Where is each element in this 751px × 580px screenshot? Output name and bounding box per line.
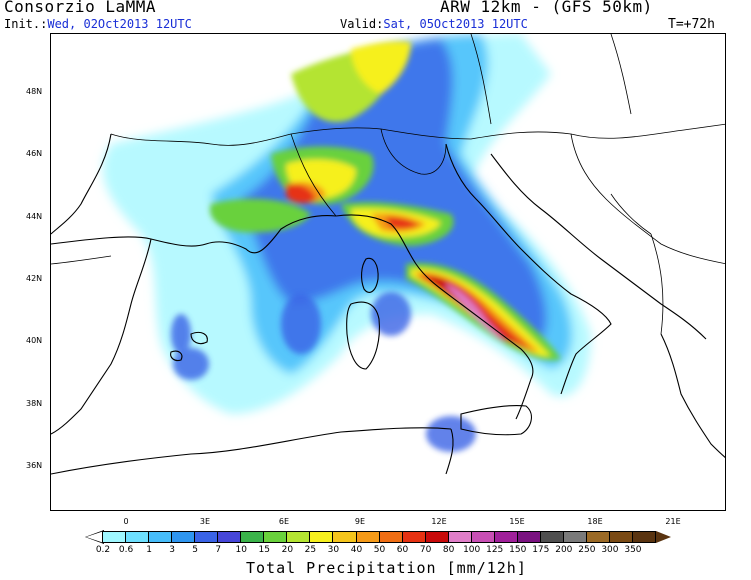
colorbar-swatch [217,531,242,543]
colorbar-tick-label: 125 [486,545,504,555]
colorbar-swatch [194,531,219,543]
colorbar-swatch [378,531,403,543]
colorbar-tick-label: 250 [578,545,596,555]
colorbar-swatch [309,531,334,543]
colorbar-swatch [171,531,196,543]
forecast-timestep: T=+72h [668,17,715,32]
colorbar-swatch [263,531,288,543]
colorbar-tick-label: 30 [327,545,340,555]
colorbar-tick-label: 70 [419,545,432,555]
colorbar-swatch [240,531,265,543]
lat-label: 38N [26,399,43,408]
colorbar-swatch [447,531,472,543]
colorbar-swatch [609,531,634,543]
colorbar-tick-label: 15 [258,545,271,555]
colorbar-tick-label: 25 [304,545,317,555]
colorbar-tick-label: 0.2 [95,545,111,555]
colorbar-swatch [585,531,611,543]
colorbar-tick-label: 7 [215,545,222,555]
colorbar-swatch [125,531,150,543]
colorbar-swatch [470,531,495,543]
lat-label: 48N [26,87,43,96]
colorbar-tick-label: 80 [442,545,455,555]
colorbar-tick-label: 175 [532,545,550,555]
colorbar-swatch [102,531,127,543]
init-value: Wed, 02Oct2013 12UTC [47,17,192,31]
colorbar-tick-label: 60 [396,545,409,555]
colorbar-tick-label: 0.6 [118,545,134,555]
colorbar-max-arrow [656,531,671,543]
colorbar-tick-label: 5 [192,545,199,555]
lon-label: 12E [431,517,447,526]
lat-label: 44N [26,212,43,221]
lat-label: 36N [26,461,43,470]
valid-time: Valid:Sat, 05Oct2013 12UTC [340,17,528,31]
lon-label: 18E [587,517,603,526]
colorbar-tick-label: 350 [624,545,642,555]
colorbar-title: Total Precipitation [mm/12h] [246,559,527,577]
colorbar-swatch [355,531,380,543]
colorbar-tick-label: 300 [601,545,619,555]
lon-label: 6E [278,517,290,526]
coastlines [51,34,725,475]
colorbar-tick-label: 100 [463,545,481,555]
colorbar-tick-label: 20 [281,545,294,555]
precipitation-field [102,34,591,452]
lon-label: 9E [354,517,366,526]
init-label: Init.: [4,17,48,31]
lon-label: 0 [123,517,129,526]
colorbar-swatch [332,531,357,543]
colorbar-tick-label: 50 [373,545,386,555]
lon-label: 21E [665,517,681,526]
colorbar-tick-label: 150 [509,545,527,555]
colorbar-swatch [148,531,173,543]
lat-label: 46N [26,149,43,158]
model-source-title: Consorzio LaMMA [4,0,156,16]
colorbar-swatch [493,531,518,543]
colorbar-swatch [516,531,541,543]
colorbar-swatch [424,531,449,543]
colorbar-tick-label: 1 [146,545,152,555]
colorbar-tick-label: 200 [555,545,573,555]
valid-value: Sat, 05Oct2013 12UTC [383,17,528,31]
colorbar-swatch [632,531,657,543]
model-name-title: ARW 12km - (GFS 50km) [440,0,653,16]
lat-label: 40N [26,336,43,345]
colorbar-swatch [539,531,564,543]
colorbar [102,531,657,543]
colorbar-tick-label: 40 [350,545,363,555]
lon-label: 15E [509,517,525,526]
colorbar-swatch [401,531,426,543]
init-time: Init.:Wed, 02Oct2013 12UTC [4,17,192,31]
colorbar-tick-label: 10 [235,545,247,555]
lat-label: 42N [26,274,43,283]
valid-label: Valid: [340,17,384,31]
lon-label: 3E [199,517,211,526]
colorbar-tick-label: 3 [169,545,175,555]
map-canvas [51,34,725,475]
colorbar-swatch [286,531,311,543]
colorbar-min-arrow [86,531,104,543]
colorbar-swatch [562,531,587,543]
precipitation-map [50,33,726,511]
